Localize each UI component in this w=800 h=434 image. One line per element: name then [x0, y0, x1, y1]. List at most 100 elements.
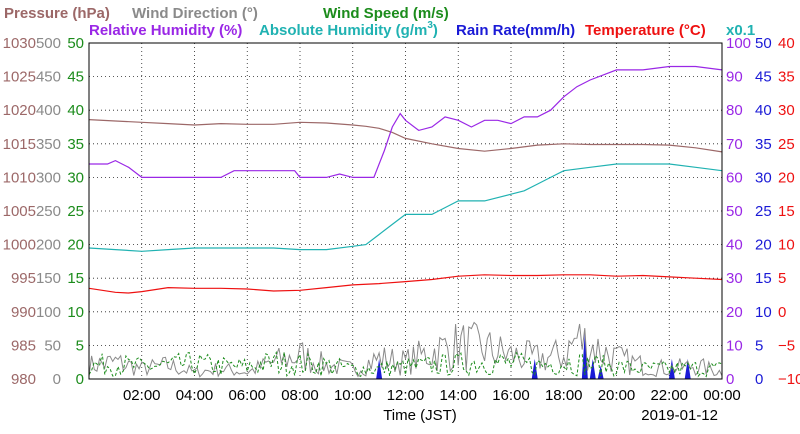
y-tick-label-rain-rate: 30 — [755, 169, 772, 186]
rain-spike — [589, 358, 596, 379]
series-layer — [88, 65, 723, 379]
grid-lines — [89, 43, 722, 379]
legend-rain-rate: Rain Rate(mm/h) — [456, 22, 575, 39]
rain-spike — [597, 365, 604, 379]
x-tick-label: 14:00 — [439, 387, 477, 404]
legend-pressure: Pressure (hPa) — [4, 5, 110, 22]
x-tick-label: 08:00 — [281, 387, 319, 404]
y-tick-label-wind-speed: 25 — [67, 203, 84, 220]
y-tick-label-wind-direction: 350 — [36, 136, 61, 153]
y-tick-label-wind-direction: 250 — [36, 203, 61, 220]
date-label: 2019-01-12 — [641, 407, 718, 424]
legend-abs-humidity-scale: x0.1 — [726, 22, 755, 39]
y-axis-ticks: 9809859909951000100510101015102010251030… — [3, 35, 800, 388]
y-tick-label-wind-direction: 300 — [36, 169, 61, 186]
y-tick-label-rain-rate: 50 — [755, 35, 772, 52]
y-tick-label-wind-speed: 0 — [76, 371, 84, 388]
y-tick-label-relative-humidity: 30 — [726, 270, 743, 287]
y-tick-label-temperature: −10 — [778, 371, 800, 388]
y-tick-label-relative-humidity: 40 — [726, 237, 743, 254]
y-tick-label-wind-direction: 0 — [53, 371, 61, 388]
y-tick-label-wind-speed: 10 — [67, 304, 84, 321]
y-tick-label-pressure: 980 — [11, 371, 36, 388]
x-tick-label: 06:00 — [228, 387, 266, 404]
y-tick-label-wind-speed: 20 — [67, 237, 84, 254]
y-tick-label-wind-speed: 15 — [67, 270, 84, 287]
y-tick-label-pressure: 1010 — [3, 169, 36, 186]
y-tick-label-relative-humidity: 90 — [726, 69, 743, 86]
rain-spike — [531, 358, 538, 379]
legend-temperature: Temperature (°C) — [585, 22, 706, 39]
legend-wind-speed: Wind Speed (m/s) — [323, 5, 449, 22]
y-tick-label-temperature: 30 — [778, 102, 795, 119]
y-tick-label-temperature: 10 — [778, 237, 795, 254]
x-tick-label: 18:00 — [545, 387, 583, 404]
y-tick-label-wind-speed: 35 — [67, 136, 84, 153]
y-tick-label-temperature: −5 — [778, 337, 795, 354]
y-tick-label-pressure: 1005 — [3, 203, 36, 220]
y-tick-label-rain-rate: 35 — [755, 136, 772, 153]
y-tick-label-temperature: 20 — [778, 169, 795, 186]
y-tick-label-wind-direction: 150 — [36, 270, 61, 287]
y-tick-label-rain-rate: 25 — [755, 203, 772, 220]
y-tick-label-wind-speed: 40 — [67, 102, 84, 119]
y-tick-label-temperature: 40 — [778, 35, 795, 52]
y-tick-label-temperature: 25 — [778, 136, 795, 153]
legend-absolute-humidity-text: Absolute Humidity (g/m — [259, 22, 427, 39]
y-tick-label-pressure: 1015 — [3, 136, 36, 153]
x-axis-label: Time (JST) — [383, 407, 457, 424]
y-tick-label-pressure: 1000 — [3, 237, 36, 254]
series-wind-speed-m-s — [88, 350, 723, 378]
y-tick-label-rain-rate: 10 — [755, 304, 772, 321]
y-tick-label-pressure: 995 — [11, 270, 36, 287]
series-temperature-c — [88, 274, 723, 294]
y-tick-label-temperature: 0 — [778, 304, 786, 321]
rain-spike — [668, 358, 675, 379]
y-tick-label-rain-rate: 40 — [755, 102, 772, 119]
series-absolute-humidity-g-m3-x0-1 — [88, 163, 723, 252]
series-pressure-hpa — [88, 119, 723, 153]
x-axis-ticks: 02:00 04:00 06:00 08:00 10:00 12:00 14:00 16:00… — [123, 387, 741, 404]
y-tick-label-relative-humidity: 10 — [726, 337, 743, 354]
y-tick-label-pressure: 1020 — [3, 102, 36, 119]
y-tick-label-wind-speed: 50 — [67, 35, 84, 52]
y-tick-label-wind-speed: 45 — [67, 69, 84, 86]
x-tick-label: 16:00 — [492, 387, 530, 404]
y-tick-label-wind-direction: 450 — [36, 69, 61, 86]
y-tick-label-relative-humidity: 0 — [726, 371, 734, 388]
plot-frame — [88, 42, 723, 380]
y-tick-label-pressure: 1025 — [3, 69, 36, 86]
y-tick-label-pressure: 985 — [11, 337, 36, 354]
y-tick-label-temperature: 35 — [778, 69, 795, 86]
series-wind-direction — [88, 321, 723, 378]
y-tick-label-wind-direction: 200 — [36, 237, 61, 254]
x-tick-label: 20:00 — [598, 387, 636, 404]
y-tick-label-relative-humidity: 50 — [726, 203, 743, 220]
x-tick-label: 02:00 — [123, 387, 161, 404]
y-tick-label-wind-direction: 100 — [36, 304, 61, 321]
y-tick-label-wind-direction: 50 — [44, 337, 61, 354]
legend-absolute-humidity-suffix: ) — [433, 22, 438, 39]
y-tick-label-wind-direction: 400 — [36, 102, 61, 119]
y-tick-label-relative-humidity: 80 — [726, 102, 743, 119]
y-tick-label-pressure: 990 — [11, 304, 36, 321]
y-tick-label-rain-rate: 0 — [755, 371, 763, 388]
rain-spike — [684, 358, 691, 379]
y-tick-label-temperature: 5 — [778, 270, 786, 287]
y-tick-label-relative-humidity: 60 — [726, 169, 743, 186]
y-tick-label-wind-speed: 5 — [76, 337, 84, 354]
rain-spike — [376, 358, 383, 379]
y-tick-label-wind-speed: 30 — [67, 169, 84, 186]
legend-wind-direction: Wind Direction (°) — [132, 5, 258, 22]
y-tick-label-relative-humidity: 100 — [726, 35, 751, 52]
y-tick-label-temperature: 15 — [778, 203, 795, 220]
series-relative-humidity — [89, 65, 723, 178]
y-tick-label-relative-humidity: 70 — [726, 136, 743, 153]
y-tick-label-wind-direction: 500 — [36, 35, 61, 52]
y-tick-label-rain-rate: 15 — [755, 270, 772, 287]
x-tick-label: 04:00 — [176, 387, 214, 404]
y-tick-label-pressure: 1030 — [3, 35, 36, 52]
y-tick-label-rain-rate: 20 — [755, 237, 772, 254]
